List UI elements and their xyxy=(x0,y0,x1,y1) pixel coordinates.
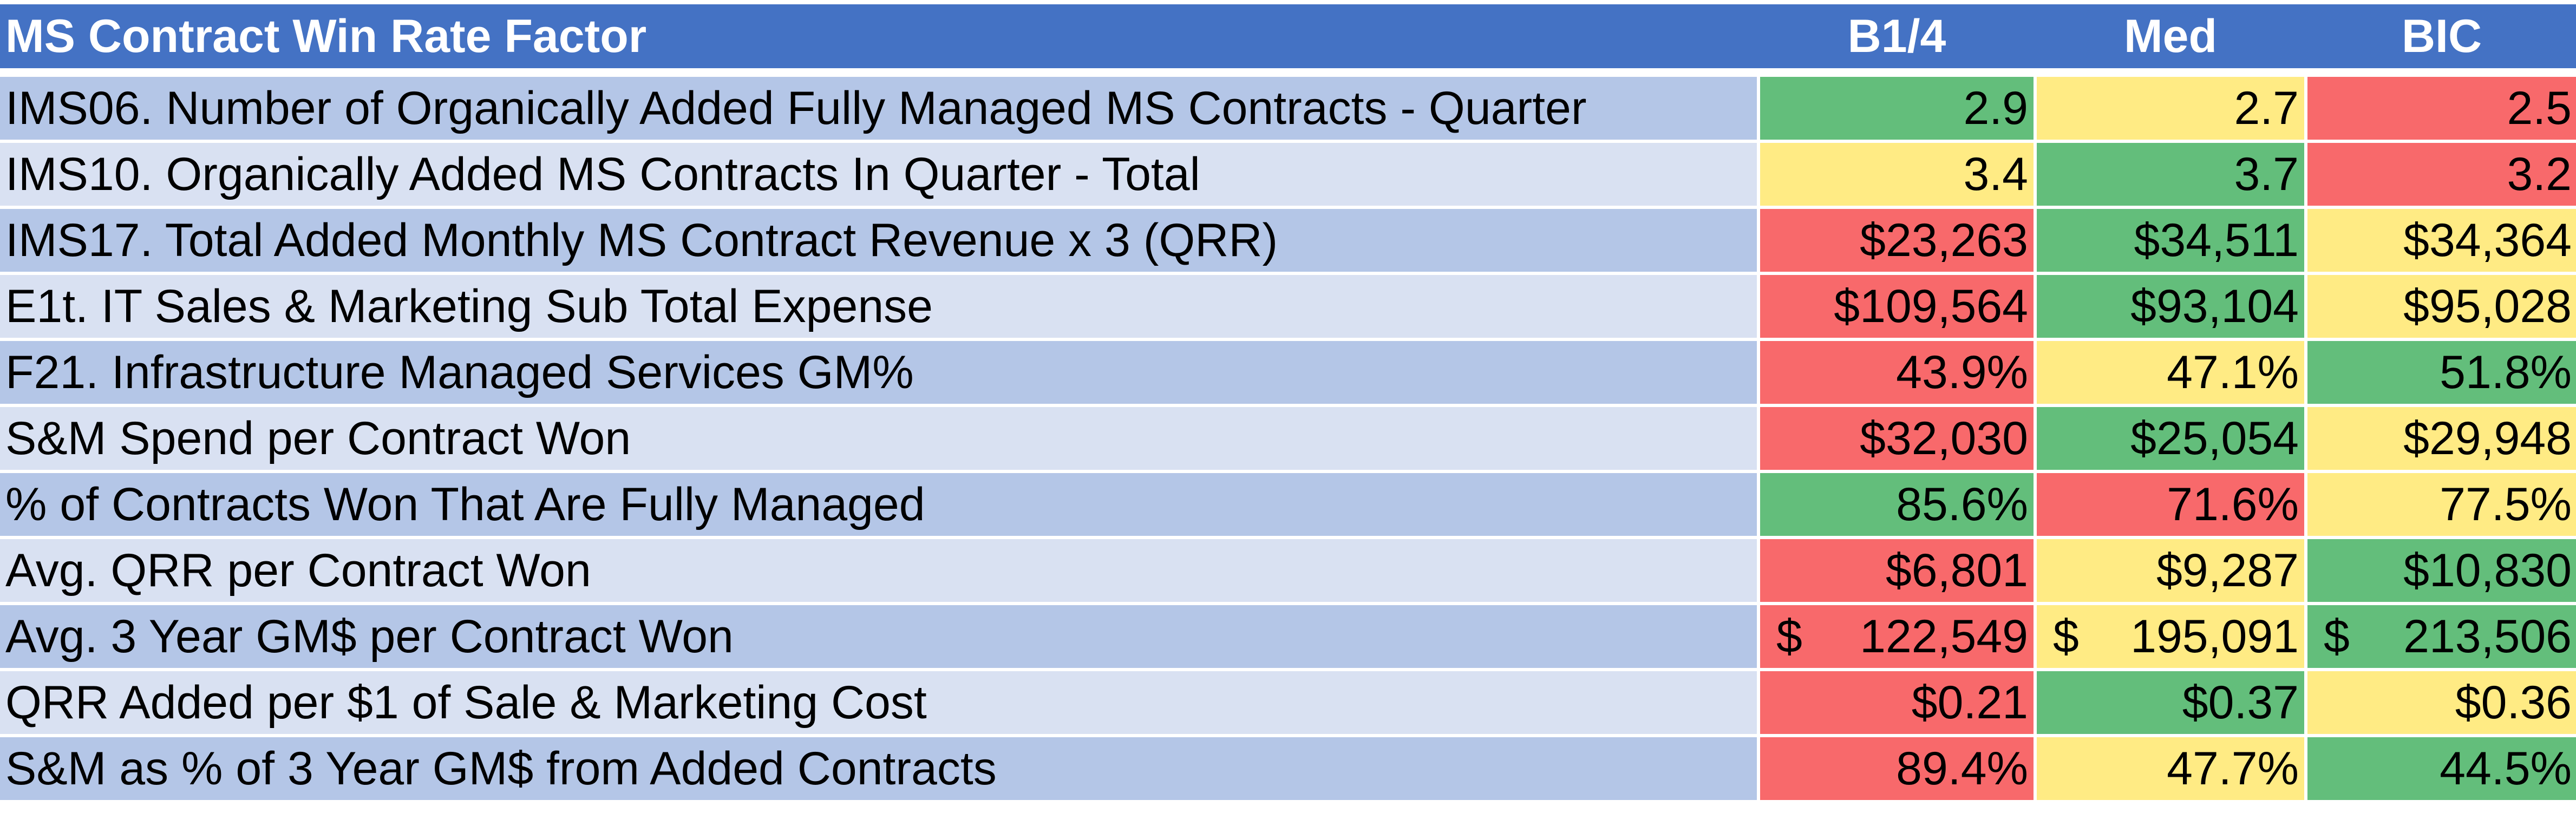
value-number: 122,549 xyxy=(1860,610,2028,663)
value-cell-bic: $29,948 xyxy=(2307,407,2576,470)
value-cell-b14: 43.9% xyxy=(1760,341,2034,404)
value-cell-med: 71.6% xyxy=(2037,473,2304,536)
value-cell-b14: $6,801 xyxy=(1760,539,2034,602)
value-cell-bic: $213,506 xyxy=(2307,605,2576,668)
value-cell-med: $9,287 xyxy=(2037,539,2304,602)
table-row: QRR Added per $1 of Sale & Marketing Cos… xyxy=(0,671,2576,734)
value-number: 213,506 xyxy=(2403,610,2572,663)
value-cell-b14: 85.6% xyxy=(1760,473,2034,536)
row-label: IMS06. Number of Organically Added Fully… xyxy=(0,77,1757,140)
value-cell-med: $25,054 xyxy=(2037,407,2304,470)
row-label: S&M as % of 3 Year GM$ from Added Contra… xyxy=(0,737,1757,800)
table-row: Avg. 3 Year GM$ per Contract Won $122,549… xyxy=(0,605,2576,668)
value-cell-b14: 2.9 xyxy=(1760,77,2034,140)
row-label: QRR Added per $1 of Sale & Marketing Cos… xyxy=(0,671,1757,734)
row-label: S&M Spend per Contract Won xyxy=(0,407,1757,470)
table-row: IMS17. Total Added Monthly MS Contract R… xyxy=(0,209,2576,272)
value-cell-b14: 89.4% xyxy=(1760,737,2034,800)
header-col-bic: BIC xyxy=(2307,4,2576,68)
header-col-b14: B1/4 xyxy=(1760,4,2034,68)
row-label: Avg. 3 Year GM$ per Contract Won xyxy=(0,605,1757,668)
header-col-med: Med xyxy=(2037,4,2304,68)
value-cell-bic: 51.8% xyxy=(2307,341,2576,404)
table-row: % of Contracts Won That Are Fully Manage… xyxy=(0,473,2576,536)
value-cell-b14: $23,263 xyxy=(1760,209,2034,272)
value-number: 195,091 xyxy=(2130,610,2299,663)
table-row: Avg. QRR per Contract Won $6,801 $9,287 $10… xyxy=(0,539,2576,602)
value-cell-bic: 2.5 xyxy=(2307,77,2576,140)
currency-symbol: $ xyxy=(2053,610,2079,663)
value-cell-bic: $34,364 xyxy=(2307,209,2576,272)
table-row: IMS10. Organically Added MS Contracts In… xyxy=(0,143,2576,206)
value-cell-med: 47.1% xyxy=(2037,341,2304,404)
win-rate-table: MS Contract Win Rate Factor B1/4 Med BIC… xyxy=(0,4,2576,803)
value-cell-bic: $0.36 xyxy=(2307,671,2576,734)
value-cell-b14: 3.4 xyxy=(1760,143,2034,206)
value-cell-b14: $109,564 xyxy=(1760,275,2034,338)
table-row: F21. Infrastructure Managed Services GM%… xyxy=(0,341,2576,404)
value-cell-med: 3.7 xyxy=(2037,143,2304,206)
row-label: E1t. IT Sales & Marketing Sub Total Expe… xyxy=(0,275,1757,338)
value-cell-med: $34,511 xyxy=(2037,209,2304,272)
value-cell-med: 2.7 xyxy=(2037,77,2304,140)
table-row: E1t. IT Sales & Marketing Sub Total Expe… xyxy=(0,275,2576,338)
value-cell-bic: $95,028 xyxy=(2307,275,2576,338)
row-label: Avg. QRR per Contract Won xyxy=(0,539,1757,602)
value-cell-bic: $10,830 xyxy=(2307,539,2576,602)
value-cell-bic: 3.2 xyxy=(2307,143,2576,206)
value-cell-b14: $32,030 xyxy=(1760,407,2034,470)
value-cell-med: $0.37 xyxy=(2037,671,2304,734)
value-cell-med: 47.7% xyxy=(2037,737,2304,800)
value-cell-med: $195,091 xyxy=(2037,605,2304,668)
row-label: IMS17. Total Added Monthly MS Contract R… xyxy=(0,209,1757,272)
value-cell-b14: $0.21 xyxy=(1760,671,2034,734)
row-label: F21. Infrastructure Managed Services GM% xyxy=(0,341,1757,404)
table-row: S&M as % of 3 Year GM$ from Added Contra… xyxy=(0,737,2576,800)
table-header: MS Contract Win Rate Factor B1/4 Med BIC xyxy=(0,4,2576,68)
value-cell-med: $93,104 xyxy=(2037,275,2304,338)
value-cell-b14: $122,549 xyxy=(1760,605,2034,668)
currency-symbol: $ xyxy=(2324,610,2350,663)
table-row: IMS06. Number of Organically Added Fully… xyxy=(0,77,2576,140)
row-label: IMS10. Organically Added MS Contracts In… xyxy=(0,143,1757,206)
row-label: % of Contracts Won That Are Fully Manage… xyxy=(0,473,1757,536)
value-cell-bic: 44.5% xyxy=(2307,737,2576,800)
value-cell-bic: 77.5% xyxy=(2307,473,2576,536)
table-row: S&M Spend per Contract Won $32,030 $25,054… xyxy=(0,407,2576,470)
currency-symbol: $ xyxy=(1776,610,1802,663)
header-title: MS Contract Win Rate Factor xyxy=(0,4,1757,68)
